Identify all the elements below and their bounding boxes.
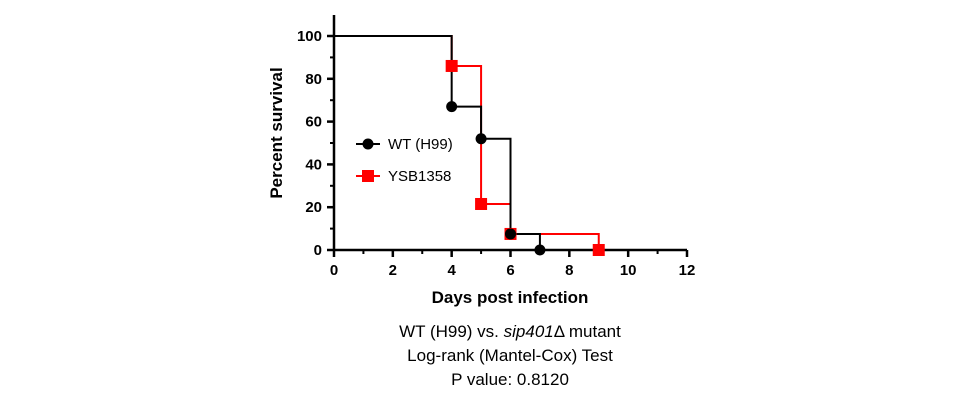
y-axis-title: Percent survival bbox=[267, 67, 286, 198]
data-point-wt-h99 bbox=[505, 228, 516, 240]
x-tick-label: 8 bbox=[565, 262, 573, 279]
caption-comparison: WT (H99) vs. sip401Δ mutant bbox=[330, 322, 690, 342]
y-tick-label: 100 bbox=[297, 28, 322, 45]
caption-comparison-suffix: Δ mutant bbox=[553, 322, 621, 341]
data-point-wt-h99 bbox=[446, 101, 458, 113]
y-tick-label: 20 bbox=[305, 199, 322, 216]
x-axis-title: Days post infection bbox=[432, 288, 589, 307]
legend: WT (H99) YSB1358 bbox=[356, 136, 453, 185]
x-tick-label: 6 bbox=[506, 262, 514, 279]
y-tick-label: 40 bbox=[305, 156, 322, 173]
data-point-wt-h99 bbox=[534, 244, 546, 256]
data-point-wt-h99 bbox=[475, 133, 487, 145]
caption-comparison-prefix: WT (H99) vs. bbox=[399, 322, 504, 341]
x-tick-label: 2 bbox=[389, 262, 397, 279]
caption-gene-name: sip401 bbox=[503, 322, 554, 341]
data-point-ysb1358 bbox=[445, 59, 458, 72]
caption-test-name: Log-rank (Mantel-Cox) Test bbox=[407, 346, 613, 365]
x-tick-label: 10 bbox=[620, 262, 637, 279]
x-tick-label: 12 bbox=[679, 262, 696, 279]
legend-label-ysb1358: YSB1358 bbox=[388, 168, 451, 185]
axes: 0 2 4 6 8 10 12 0 20 40 60 80 100 bbox=[297, 15, 695, 279]
caption-p-value: P value: 0.8120 bbox=[451, 370, 569, 389]
y-tick-label: 60 bbox=[305, 114, 322, 131]
y-tick-label: 0 bbox=[314, 242, 322, 259]
legend-label-wt-h99: WT (H99) bbox=[388, 136, 453, 153]
legend-marker-ysb1358 bbox=[362, 170, 374, 182]
survival-chart: 0 2 4 6 8 10 12 0 20 40 60 80 100 WT (H99) YSB1358 Da… bbox=[267, 15, 695, 307]
data-point-ysb1358 bbox=[475, 197, 488, 210]
x-tick-label: 4 bbox=[447, 262, 456, 279]
y-tick-label: 80 bbox=[305, 71, 322, 88]
x-tick-label: 0 bbox=[330, 262, 338, 279]
data-point-ysb1358 bbox=[592, 244, 605, 256]
plot-area bbox=[334, 35, 687, 256]
legend-marker-wt-h99 bbox=[362, 138, 374, 150]
series-line-wt-h99 bbox=[334, 35, 687, 251]
